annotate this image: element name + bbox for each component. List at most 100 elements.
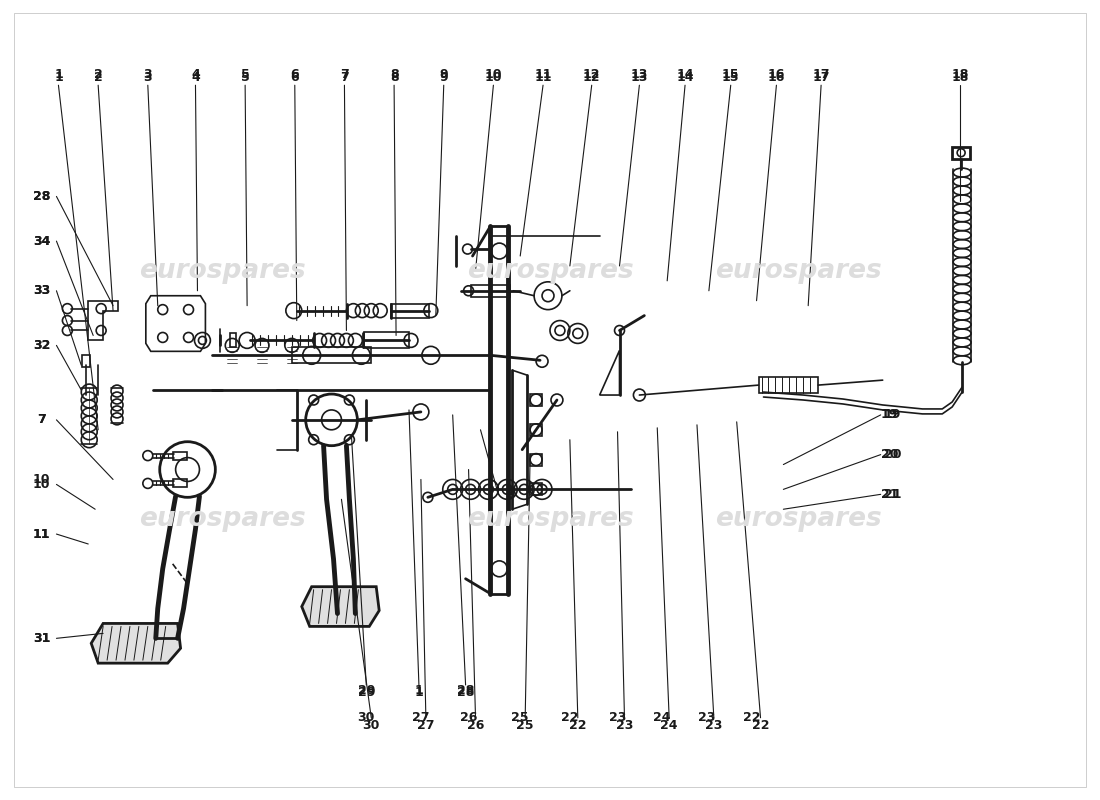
Text: 34: 34 (33, 234, 51, 248)
Text: 34: 34 (33, 234, 51, 248)
Text: 26: 26 (466, 719, 484, 732)
Text: 17: 17 (813, 68, 829, 81)
Text: 22: 22 (742, 711, 760, 724)
Text: 17: 17 (813, 70, 829, 84)
Text: 7: 7 (340, 70, 349, 84)
Text: 13: 13 (630, 70, 648, 84)
Text: 16: 16 (768, 70, 785, 84)
Text: 8: 8 (506, 488, 515, 501)
Text: 3: 3 (143, 70, 152, 84)
Text: 25: 25 (516, 719, 534, 732)
Text: 4: 4 (191, 68, 200, 81)
Text: 22: 22 (561, 711, 579, 724)
Text: 12: 12 (583, 68, 601, 81)
Text: 2: 2 (94, 70, 102, 84)
Text: 14: 14 (676, 68, 694, 81)
Bar (82, 355, 90, 367)
Text: 1: 1 (54, 68, 63, 81)
Text: 25: 25 (512, 711, 529, 724)
Text: 2: 2 (94, 68, 102, 81)
Text: 1: 1 (415, 686, 424, 699)
Text: 21: 21 (881, 488, 899, 501)
Text: 5: 5 (241, 68, 250, 81)
Text: 23: 23 (616, 719, 634, 732)
Bar (292, 347, 372, 363)
Text: 11: 11 (33, 527, 51, 541)
Bar (392, 304, 429, 318)
Text: 5: 5 (241, 70, 250, 84)
Text: 19: 19 (881, 408, 899, 422)
Bar (530, 394, 542, 406)
Text: 14: 14 (676, 70, 694, 84)
Text: 29: 29 (358, 685, 375, 698)
Text: 19: 19 (884, 408, 901, 422)
Text: 32: 32 (33, 339, 51, 352)
Text: 8: 8 (389, 70, 398, 84)
Text: eurospares: eurospares (139, 506, 306, 532)
Text: 31: 31 (33, 632, 51, 645)
Bar (953, 146, 970, 158)
Text: 6: 6 (290, 70, 299, 84)
Text: eurospares: eurospares (715, 506, 881, 532)
Text: 16: 16 (768, 68, 785, 81)
Text: eurospares: eurospares (466, 258, 634, 284)
Text: 1: 1 (415, 685, 424, 698)
Text: 24: 24 (653, 711, 671, 724)
Text: 7: 7 (340, 68, 349, 81)
Text: 29: 29 (358, 686, 375, 699)
Text: 6: 6 (290, 68, 299, 81)
Polygon shape (91, 623, 180, 663)
Bar (173, 479, 187, 487)
Text: 28: 28 (456, 686, 474, 699)
Text: 10: 10 (485, 70, 502, 84)
Text: 3: 3 (143, 68, 152, 81)
Bar (173, 452, 187, 459)
Text: eurospares: eurospares (466, 506, 634, 532)
Bar (530, 483, 542, 495)
Text: 27: 27 (417, 719, 434, 732)
Text: 11: 11 (33, 527, 51, 541)
Bar (759, 377, 818, 393)
Text: 21: 21 (884, 488, 901, 501)
Text: 28: 28 (33, 190, 51, 203)
Text: 28: 28 (456, 685, 474, 698)
Text: 9: 9 (439, 68, 448, 81)
Text: 27: 27 (412, 711, 430, 724)
Bar (530, 454, 542, 466)
Bar (530, 424, 542, 436)
Text: 15: 15 (722, 68, 739, 81)
Text: 7: 7 (37, 414, 46, 426)
Text: 23: 23 (698, 711, 716, 724)
Text: 22: 22 (751, 719, 769, 732)
Text: 31: 31 (33, 632, 51, 645)
Text: 18: 18 (952, 70, 969, 84)
Bar (364, 333, 409, 348)
Text: 30: 30 (358, 711, 375, 724)
Text: 8: 8 (506, 485, 515, 498)
Text: 33: 33 (33, 284, 51, 298)
Text: 10: 10 (485, 68, 502, 81)
Text: 33: 33 (33, 284, 51, 298)
Bar (471, 285, 510, 297)
Text: 1: 1 (54, 70, 63, 84)
Polygon shape (301, 586, 380, 626)
Text: 22: 22 (569, 719, 586, 732)
Text: 12: 12 (583, 70, 601, 84)
Text: 7: 7 (37, 414, 46, 426)
Text: eurospares: eurospares (139, 258, 306, 284)
Text: 23: 23 (705, 719, 723, 732)
Text: 11: 11 (535, 68, 552, 81)
Text: 15: 15 (722, 70, 739, 84)
Text: 10: 10 (33, 473, 51, 486)
Text: 20: 20 (884, 448, 901, 461)
Text: 30: 30 (363, 719, 379, 732)
Bar (230, 334, 236, 347)
Text: 26: 26 (460, 711, 477, 724)
Text: 10: 10 (33, 478, 51, 491)
Text: 4: 4 (191, 70, 200, 84)
Text: 32: 32 (33, 339, 51, 352)
Text: 28: 28 (33, 190, 51, 203)
Text: 11: 11 (535, 70, 552, 84)
Text: 9: 9 (439, 70, 448, 84)
Text: 20: 20 (881, 448, 899, 461)
